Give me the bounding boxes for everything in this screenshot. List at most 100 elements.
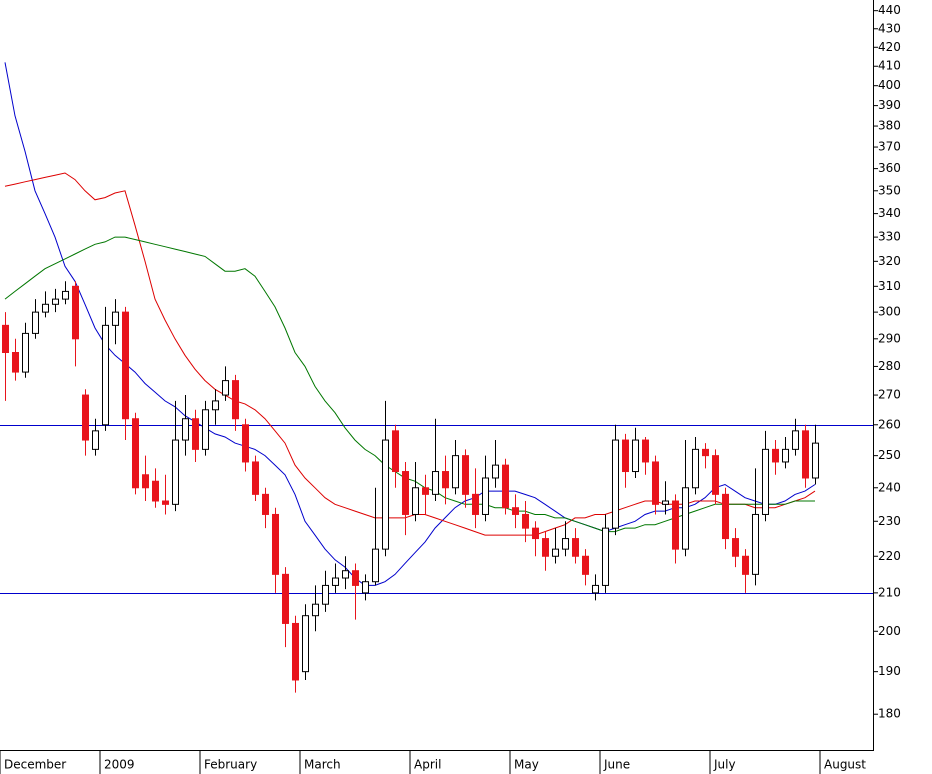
x-tick-label: March	[304, 758, 341, 772]
y-tick-label: 330	[878, 230, 901, 244]
candle-body	[22, 332, 29, 373]
y-tick-label: 310	[878, 279, 901, 293]
candle-body	[212, 400, 219, 411]
y-tick-label: 270	[878, 388, 901, 402]
y-tick-label: 250	[878, 448, 901, 462]
candle-body	[672, 500, 679, 550]
candle-body	[282, 573, 289, 624]
candle-body	[372, 548, 379, 583]
candle-body	[522, 513, 529, 529]
candle-body	[712, 455, 719, 495]
candle-body	[462, 455, 469, 495]
candle-body	[392, 430, 399, 473]
candle-body	[352, 570, 359, 586]
candle-body	[572, 538, 579, 557]
y-tick-label: 360	[878, 161, 901, 175]
candle-body	[132, 418, 139, 489]
candle-body	[42, 303, 49, 313]
candle-body	[12, 352, 19, 373]
candle-body	[752, 513, 759, 575]
candle-body	[82, 394, 89, 441]
y-tick-label: 200	[878, 624, 901, 638]
y-tick-label: 180	[878, 707, 901, 721]
candle-body	[302, 615, 309, 673]
candle-body	[772, 448, 779, 463]
y-tick-label: 230	[878, 514, 901, 528]
candle-body	[72, 285, 79, 340]
candle-body	[732, 538, 739, 557]
candle-body	[342, 570, 349, 579]
y-tick-label: 190	[878, 664, 901, 678]
y-tick-label: 240	[878, 480, 901, 494]
candle-body	[242, 424, 249, 463]
x-tick-label: May	[514, 758, 539, 772]
candle-body	[102, 324, 109, 426]
x-tick-label: July	[713, 758, 736, 772]
candle-body	[792, 430, 799, 450]
y-tick-label: 380	[878, 119, 901, 133]
y-tick-label: 260	[878, 417, 901, 431]
candle-body	[172, 439, 179, 505]
candle-body	[232, 380, 239, 420]
candle-body	[482, 477, 489, 515]
x-tick-label: August	[824, 758, 866, 772]
x-tick-label: 2009	[104, 758, 135, 772]
candle-body	[362, 581, 369, 594]
candle-body	[692, 448, 699, 489]
y-tick-label: 400	[878, 78, 901, 92]
candle-body	[652, 461, 659, 505]
candle-body	[92, 430, 99, 450]
x-tick-label: June	[603, 758, 630, 772]
candle-body	[632, 439, 639, 473]
candle-body	[432, 471, 439, 495]
y-tick-label: 410	[878, 59, 901, 73]
candle-body	[382, 439, 389, 550]
moving-average	[4, 172, 816, 536]
candle-body	[602, 527, 609, 586]
candle-body	[612, 439, 619, 529]
candle-body	[532, 527, 539, 540]
candle-body	[812, 442, 819, 479]
candle-body	[312, 603, 319, 617]
candle-body	[322, 584, 329, 605]
candle-body	[622, 439, 629, 473]
y-tick-label: 320	[878, 254, 901, 268]
y-tick-label: 280	[878, 359, 901, 373]
y-tick-label: 440	[878, 3, 901, 17]
candle-body	[582, 555, 589, 575]
candle-body	[502, 464, 509, 509]
y-tick-label: 370	[878, 140, 901, 154]
candle-body	[32, 311, 39, 334]
candle-body	[492, 464, 499, 479]
candle-body	[472, 493, 479, 515]
y-tick-label: 390	[878, 98, 901, 112]
candle-body	[52, 298, 59, 305]
candle-body	[722, 493, 729, 540]
x-tick-label: February	[204, 758, 257, 772]
candle-body	[62, 290, 69, 300]
y-tick-label: 210	[878, 585, 901, 599]
candle-body	[402, 471, 409, 515]
candle-body	[562, 538, 569, 550]
y-tick-label: 300	[878, 305, 901, 319]
moving-average	[4, 236, 815, 533]
candle-body	[2, 324, 9, 354]
candle-body	[512, 507, 519, 515]
candle-body	[222, 380, 229, 396]
candle-body	[112, 311, 119, 326]
candle-body	[412, 487, 419, 515]
candle-body	[552, 548, 559, 557]
candle-body	[802, 430, 809, 479]
candle-body	[782, 448, 789, 463]
y-tick-label: 430	[878, 21, 901, 35]
candle-body	[422, 487, 429, 495]
y-tick-label: 340	[878, 206, 901, 220]
y-tick-label: 350	[878, 183, 901, 197]
y-tick-label: 290	[878, 331, 901, 345]
candle-body	[742, 555, 749, 575]
candle-body	[162, 500, 169, 505]
y-tick-label: 420	[878, 40, 901, 54]
moving-average	[4, 62, 816, 586]
